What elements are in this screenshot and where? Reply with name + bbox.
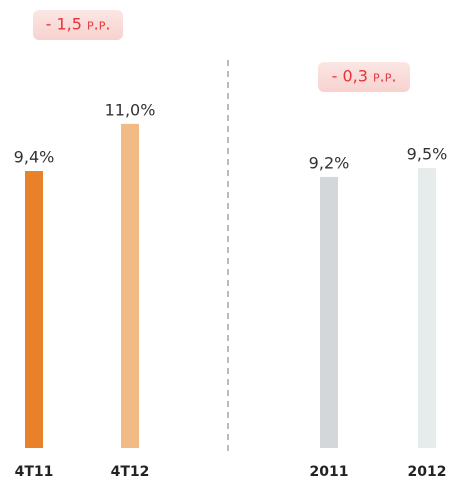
value-label: 9,4% [14, 148, 55, 167]
bar [121, 123, 139, 448]
value-label: 9,5% [407, 145, 448, 164]
annotation-box [33, 10, 123, 40]
value-label: 9,2% [309, 153, 350, 172]
annotation: - 0,3 p.p. [332, 67, 397, 86]
annotation-box [318, 62, 410, 92]
x-tick-label: 2011 [310, 464, 349, 480]
annotation: - 1,5 p.p. [46, 15, 111, 34]
x-tick-label: 2012 [408, 464, 447, 480]
bar [25, 171, 43, 448]
x-tick-label: 4T11 [15, 464, 54, 480]
bar [320, 176, 338, 448]
bar [418, 168, 436, 449]
value-label: 11,0% [105, 100, 156, 119]
x-tick-label: 4T12 [111, 464, 150, 480]
